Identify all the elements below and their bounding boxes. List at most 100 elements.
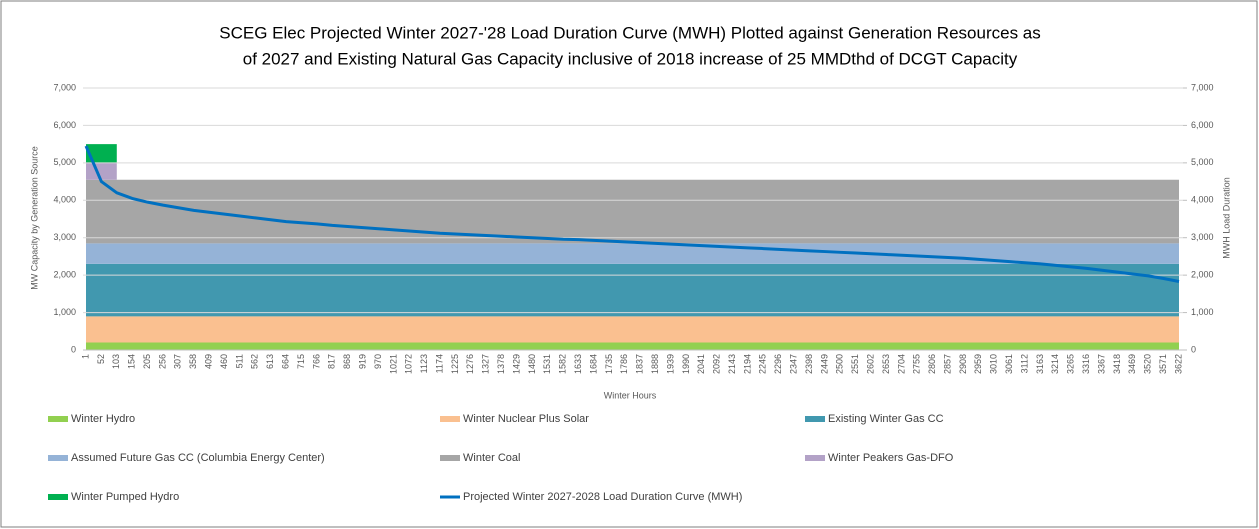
x-tick-label: 307 — [173, 354, 183, 369]
x-tick-label: 2602 — [865, 354, 875, 374]
area — [86, 179, 1179, 244]
legend-label: Winter Nuclear Plus Solar — [463, 413, 589, 425]
legend-swatch — [48, 494, 68, 500]
x-tick-label: 3010 — [989, 354, 999, 374]
area — [86, 243, 1179, 264]
area — [86, 144, 117, 163]
x-tick-label: 2908 — [958, 354, 968, 374]
x-tick-label: 3163 — [1035, 354, 1045, 374]
x-tick-label: 2041 — [696, 354, 706, 374]
x-tick-label: 1786 — [619, 354, 629, 374]
x-tick-label: 817 — [327, 354, 337, 369]
x-tick-label: 1990 — [681, 354, 691, 374]
x-tick-label: 1531 — [542, 354, 552, 374]
x-tick-label: 2500 — [835, 354, 845, 374]
x-tick-label: 2704 — [896, 354, 906, 374]
x-tick-label: 1888 — [650, 354, 660, 374]
x-tick-label: 2806 — [927, 354, 937, 374]
x-tick-label: 2347 — [789, 354, 799, 374]
x-tick-label: 562 — [250, 354, 260, 369]
x-tick-label: 1072 — [404, 354, 414, 374]
x-tick-label: 3112 — [1019, 354, 1029, 373]
x-tick-label: 1123 — [419, 354, 429, 373]
x-tick-label: 409 — [204, 354, 214, 369]
legend-label: Existing Winter Gas CC — [828, 413, 944, 425]
x-tick-label: 919 — [357, 354, 367, 369]
y-tick-label: 3,000 — [53, 232, 76, 242]
x-tick-label: 3265 — [1066, 354, 1076, 374]
legend-swatch — [440, 416, 460, 422]
legend-label: Winter Pumped Hydro — [71, 491, 179, 503]
y-tick-label: 2,000 — [53, 270, 76, 280]
x-tick-label: 1837 — [635, 354, 645, 374]
x-tick-label: 766 — [311, 354, 321, 369]
x-tick-label: 2245 — [758, 354, 768, 374]
y-tick-label: 7,000 — [53, 82, 76, 92]
x-tick-label: 664 — [281, 354, 291, 369]
x-tick-label: 715 — [296, 354, 306, 369]
x-tick-label: 1633 — [573, 354, 583, 374]
y2-tick-label: 5,000 — [1191, 157, 1214, 167]
chart-title: SCEG Elec Projected Winter 2027-'28 Load… — [219, 23, 1041, 42]
line — [84, 145, 1180, 283]
legend-label: Assumed Future Gas CC (Columbia Energy C… — [71, 452, 325, 464]
x-tick-label: 970 — [373, 354, 383, 369]
chart-title: of 2027 and Existing Natural Gas Capacit… — [243, 49, 1018, 68]
x-tick-label: 103 — [111, 354, 121, 369]
x-tick-label: 1174 — [434, 354, 444, 373]
legend-label: Winter Coal — [463, 452, 520, 464]
area — [86, 162, 117, 180]
x-tick-label: 2296 — [773, 354, 783, 374]
x-axis-label: Winter Hours — [604, 390, 657, 400]
x-tick-label: 1582 — [558, 354, 568, 374]
x-tick-label: 1735 — [604, 354, 614, 374]
y2-tick-label: 2,000 — [1191, 270, 1214, 280]
y-tick-label: 0 — [71, 344, 76, 354]
y2-tick-label: 0 — [1191, 344, 1196, 354]
x-tick-label: 2959 — [973, 354, 983, 374]
y2-axis-label: MWH Load Duration — [1221, 177, 1231, 259]
x-tick-label: 154 — [127, 354, 137, 369]
x-tick-label: 2755 — [912, 354, 922, 374]
x-tick-label: 3469 — [1127, 354, 1137, 374]
x-tick-label: 3061 — [1004, 354, 1014, 374]
x-tick-label: 3622 — [1173, 354, 1183, 374]
area — [86, 263, 1179, 317]
legend-swatch — [440, 455, 460, 461]
x-tick-label: 2857 — [942, 354, 952, 374]
legend-swatch — [48, 416, 68, 422]
y-tick-label: 5,000 — [53, 157, 76, 167]
x-tick-label: 52 — [96, 354, 106, 364]
legend-swatch — [805, 416, 825, 422]
y-axis-label: MW Capacity by Generation Source — [29, 146, 39, 290]
x-tick-label: 1327 — [481, 354, 491, 374]
x-tick-label: 1 — [80, 354, 90, 359]
x-tick-label: 1480 — [527, 354, 537, 374]
x-tick-label: 3367 — [1096, 354, 1106, 374]
x-tick-label: 358 — [188, 354, 198, 369]
y-tick-label: 1,000 — [53, 307, 76, 317]
x-tick-label: 3418 — [1112, 354, 1122, 374]
x-tick-label: 205 — [142, 354, 152, 369]
area — [86, 342, 1179, 350]
x-tick-label: 3571 — [1158, 354, 1168, 374]
x-tick-label: 460 — [219, 354, 229, 369]
legend-label: Winter Peakers Gas-DFO — [828, 452, 954, 464]
x-tick-label: 2143 — [727, 354, 737, 374]
x-tick-label: 1939 — [665, 354, 675, 374]
y2-tick-label: 6,000 — [1191, 120, 1214, 130]
y2-tick-label: 3,000 — [1191, 232, 1214, 242]
x-tick-label: 256 — [157, 354, 167, 369]
x-tick-label: 1021 — [388, 354, 398, 374]
x-tick-label: 2449 — [819, 354, 829, 374]
x-tick-label: 2653 — [881, 354, 891, 374]
x-tick-label: 1429 — [511, 354, 521, 374]
x-tick-label: 868 — [342, 354, 352, 369]
x-tick-label: 2398 — [804, 354, 814, 374]
y2-tick-label: 7,000 — [1191, 82, 1214, 92]
legend-swatch — [805, 455, 825, 461]
x-tick-label: 1276 — [465, 354, 475, 374]
x-tick-label: 1378 — [496, 354, 506, 374]
x-tick-label: 613 — [265, 354, 275, 369]
